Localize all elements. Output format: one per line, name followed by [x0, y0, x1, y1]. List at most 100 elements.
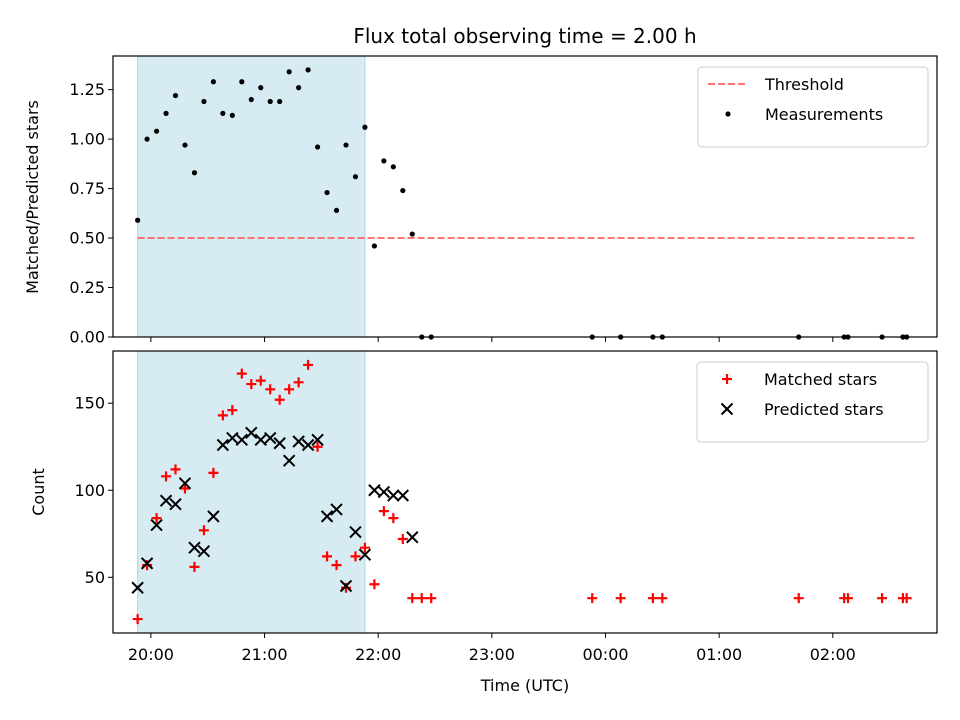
data-point	[284, 384, 295, 395]
data-point	[426, 593, 437, 604]
data-point	[274, 394, 285, 405]
data-point	[416, 593, 427, 604]
data-point	[358, 548, 372, 561]
data-point	[842, 593, 853, 604]
data-point	[135, 217, 141, 223]
data-point	[330, 503, 343, 516]
x-tick-label: 20:00	[128, 645, 174, 664]
data-point	[282, 454, 296, 467]
data-point	[381, 158, 387, 164]
data-point	[615, 593, 626, 604]
data-point	[322, 551, 333, 562]
data-point	[293, 377, 304, 388]
ratio-panel: 0.00 0.25 0.50 0.75 1.00 1.25 Threshold Measure…	[69, 55, 938, 347]
data-point	[188, 541, 201, 554]
axes-frame	[112, 55, 938, 338]
data-point	[273, 437, 286, 450]
data-point	[169, 497, 182, 511]
data-point	[397, 534, 408, 544]
data-point	[331, 560, 342, 571]
data-point	[217, 410, 228, 421]
y-tick-label: 50	[85, 568, 105, 587]
data-point	[258, 85, 264, 91]
data-point	[142, 560, 153, 571]
y-tick-label: 1.00	[69, 130, 105, 149]
data-point	[226, 431, 239, 445]
data-point	[267, 98, 273, 105]
observing-window-shade	[137, 350, 366, 634]
data-point	[362, 124, 368, 130]
data-point	[198, 525, 209, 536]
legend-label: Measurements	[765, 105, 883, 124]
y-tick-label: 0.50	[69, 229, 105, 248]
data-point	[151, 513, 162, 524]
data-point	[220, 110, 226, 116]
data-point	[179, 483, 190, 494]
data-point	[292, 435, 305, 448]
data-point	[170, 464, 181, 475]
legend-box	[697, 66, 929, 148]
data-point	[407, 593, 418, 604]
data-point	[216, 438, 230, 452]
data-point	[178, 477, 192, 490]
x-tick-label: 22:00	[355, 645, 401, 664]
data-point	[172, 92, 179, 99]
data-point	[246, 379, 257, 390]
data-point	[369, 579, 380, 590]
data-point	[201, 98, 207, 105]
y-tick-label: 0.25	[69, 278, 105, 297]
data-point	[312, 441, 323, 452]
data-point	[400, 187, 406, 194]
data-point	[377, 485, 391, 499]
data-point	[333, 207, 340, 213]
data-point	[314, 144, 321, 150]
data-point	[153, 128, 160, 134]
data-point	[305, 67, 311, 73]
data-point	[236, 368, 247, 379]
legend-box	[696, 361, 929, 443]
legend-marker	[720, 402, 734, 416]
data-point	[587, 593, 598, 604]
data-point	[388, 513, 399, 524]
data-point	[378, 506, 389, 517]
data-point	[343, 142, 349, 148]
data-point	[210, 79, 216, 85]
data-point	[296, 85, 302, 91]
x-tick-label: 00:00	[582, 645, 628, 664]
x-tick-label: 01:00	[696, 645, 742, 664]
data-point	[159, 494, 173, 507]
data-point	[161, 471, 172, 482]
data-point	[207, 510, 220, 523]
data-point	[131, 581, 144, 594]
x-tick-label: 23:00	[469, 645, 515, 664]
y-axis-label-count: Count	[29, 468, 48, 516]
legend-label: Threshold	[764, 75, 844, 94]
data-point	[265, 384, 276, 395]
data-point	[235, 433, 249, 446]
y-tick-label: 150	[74, 394, 105, 413]
data-point	[877, 593, 888, 604]
data-point	[409, 231, 415, 237]
legend-label: Matched stars	[764, 370, 877, 389]
data-point	[227, 405, 238, 416]
data-point	[191, 170, 198, 176]
data-point	[150, 518, 163, 532]
data-point	[264, 431, 277, 445]
axes-frame	[112, 350, 938, 634]
data-point	[657, 593, 668, 604]
count-panel: 50 100 150 Matched stars Predicted stars	[74, 350, 938, 638]
legend: Matched stars Predicted stars	[696, 361, 929, 443]
data-point	[311, 433, 324, 446]
data-point	[301, 438, 315, 452]
data-point	[339, 579, 353, 593]
data-point	[324, 189, 330, 196]
data-point	[390, 164, 396, 170]
legend-label: Predicted stars	[764, 400, 884, 419]
data-point	[254, 433, 267, 446]
data-point	[163, 110, 169, 116]
data-point	[255, 375, 266, 386]
data-point	[197, 544, 211, 558]
data-point	[303, 359, 314, 370]
data-point	[350, 551, 361, 562]
